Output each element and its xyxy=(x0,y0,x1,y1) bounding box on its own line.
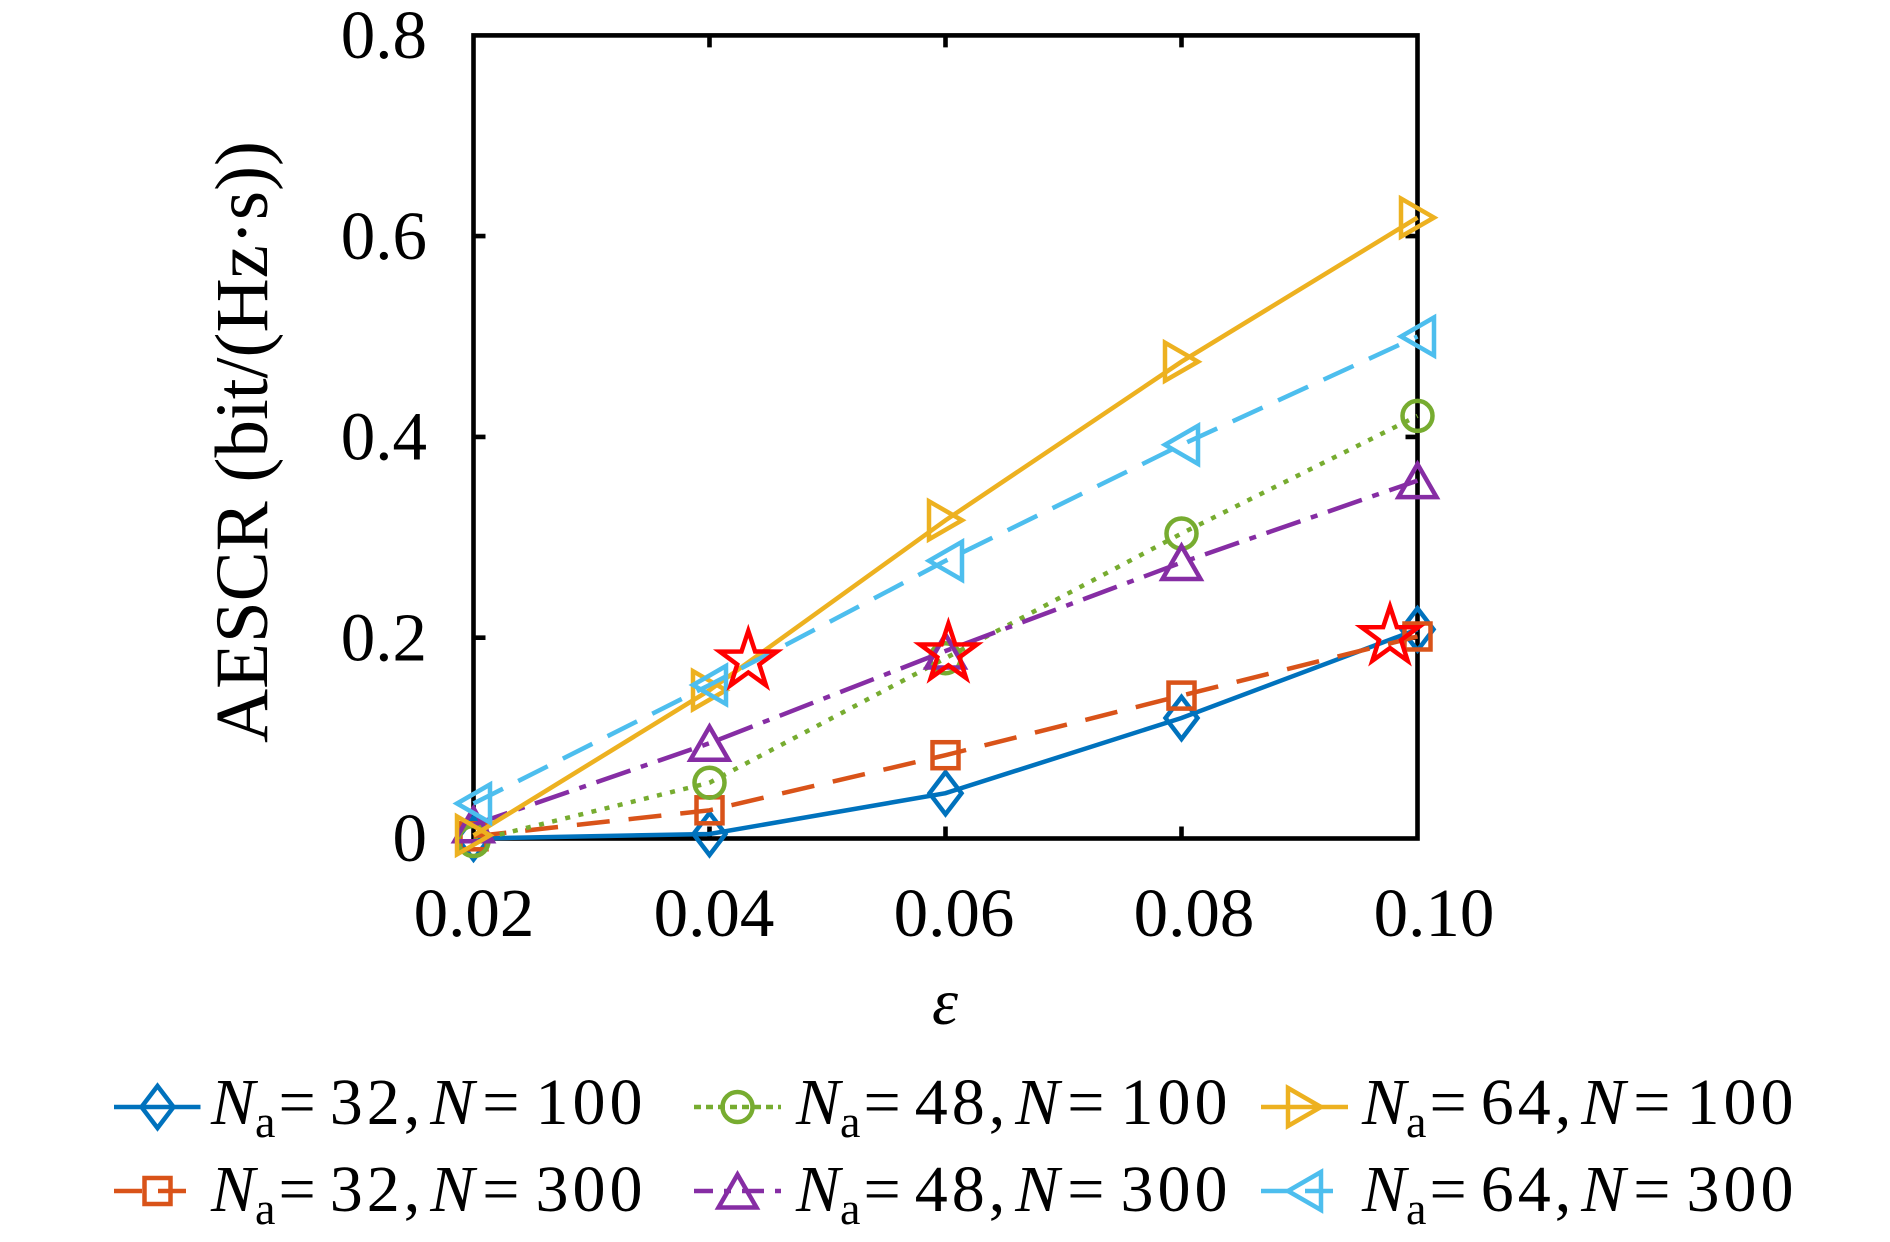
svg-text:0.4: 0.4 xyxy=(341,399,427,475)
svg-text:0.10: 0.10 xyxy=(1374,875,1495,951)
svg-text:AESCR (bit/(Hz·s)): AESCR (bit/(Hz·s)) xyxy=(201,141,284,743)
svg-text:0.2: 0.2 xyxy=(341,599,427,675)
svg-text:Na=48,N=300: Na= 48, N = 300 xyxy=(795,1153,1231,1234)
svg-text:Na=48,N=100: Na= 48, N = 100 xyxy=(795,1066,1231,1147)
svg-text:0: 0 xyxy=(393,800,428,876)
svg-text:ε: ε xyxy=(932,966,958,1039)
svg-text:0.8: 0.8 xyxy=(341,0,427,73)
svg-text:Na=32,N=300: Na= 32, N = 300 xyxy=(210,1153,646,1234)
svg-text:0.08: 0.08 xyxy=(1134,875,1255,951)
svg-text:Na=64,N=100: Na= 64, N = 100 xyxy=(1361,1066,1797,1147)
svg-text:Na=32,N=100: Na= 32, N = 100 xyxy=(210,1066,646,1147)
svg-text:0.06: 0.06 xyxy=(894,875,1015,951)
svg-text:Na=64,N=300: Na= 64, N = 300 xyxy=(1361,1153,1797,1234)
svg-text:0.6: 0.6 xyxy=(341,198,427,274)
svg-text:0.04: 0.04 xyxy=(654,875,775,951)
svg-text:0.02: 0.02 xyxy=(414,875,535,951)
